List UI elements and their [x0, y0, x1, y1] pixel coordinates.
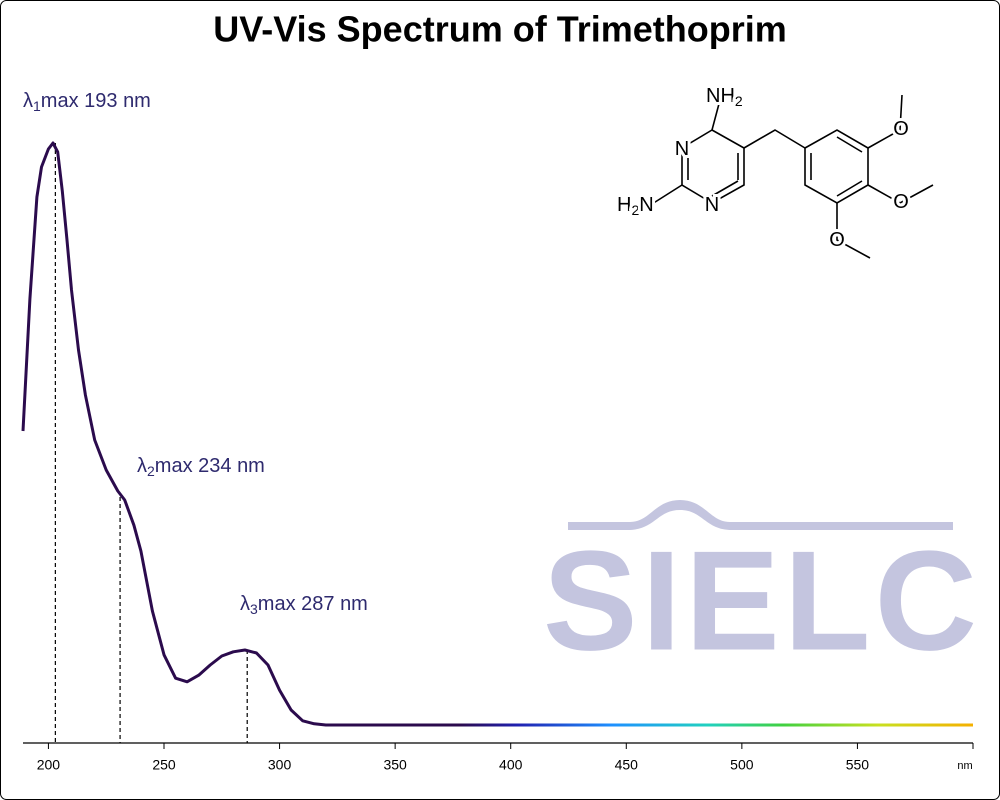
watermark: SIELC [543, 500, 981, 681]
x-tick-label: 350 [383, 757, 407, 773]
atom-label: NH2 [706, 85, 743, 108]
peak-symbol: λ [240, 593, 250, 615]
atom-label: O [893, 118, 909, 140]
atom-text: 2 [735, 93, 743, 109]
peak-symbol: λ [137, 455, 147, 477]
atom-label: N [675, 138, 689, 160]
peak-text: max 234 nm [155, 455, 265, 477]
atom-text: N [639, 194, 653, 216]
atom-text: N [705, 194, 719, 216]
x-tick-label: 400 [499, 757, 523, 773]
peak-symbol: λ [23, 90, 33, 112]
x-tick-label: 250 [152, 757, 176, 773]
peak-text: max 193 nm [41, 90, 151, 112]
atom-text: O [829, 229, 845, 251]
watermark-text: SIELC [543, 522, 981, 681]
bond [810, 136, 863, 197]
bond [836, 94, 934, 259]
atom-text: 2 [631, 202, 639, 218]
atom-text: H [617, 194, 631, 216]
x-tick-label: 550 [846, 757, 870, 773]
atom-text: NH [706, 85, 735, 107]
atom-text: O [893, 118, 909, 140]
atom-label: O [829, 229, 845, 251]
chart-title: UV-Vis Spectrum of Trimethoprim [213, 9, 786, 50]
atom-text: N [675, 138, 689, 160]
peak-label: λ3max 287 nm [240, 593, 368, 616]
structure [651, 94, 934, 259]
peak-label: λ2max 234 nm [137, 455, 265, 478]
x-axis-label: nm [957, 760, 972, 772]
atom-label: N [705, 194, 719, 216]
bond [651, 99, 806, 205]
peak-label: λ1max 193 nm [23, 90, 151, 113]
x-tick-label: 450 [615, 757, 639, 773]
x-tick-label: 500 [730, 757, 754, 773]
peak-text: max 287 nm [258, 593, 368, 615]
peak-subscript: 2 [147, 463, 155, 479]
watermark-arc [568, 500, 953, 530]
atom-text: O [893, 191, 909, 213]
x-tick-label: 300 [268, 757, 292, 773]
peak-subscript: 3 [250, 601, 258, 617]
x-tick-label: 200 [37, 757, 61, 773]
spectrum-line [21, 141, 973, 727]
atom-label: H2N [617, 194, 654, 217]
bond [687, 153, 739, 197]
atom-label: O [893, 191, 909, 213]
peak-subscript: 1 [33, 98, 41, 114]
